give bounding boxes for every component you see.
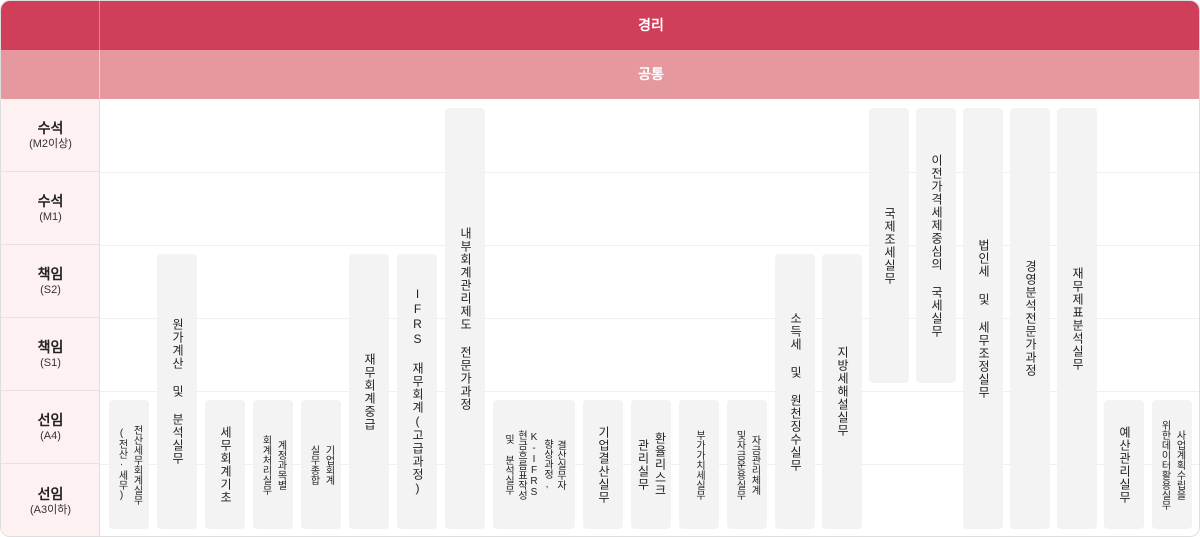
course-card[interactable]: 예산관리실무 [1104,400,1144,529]
course-card[interactable]: 재무회계중급 [349,254,389,529]
course-title-line: 세무회계기초 [218,425,233,504]
course-title-line: 전산세무회계실무 [131,424,142,505]
rank-sublabel: (S1) [40,357,61,369]
course-title-line: 법인세 및 세무조정실무 [976,238,991,399]
course-card[interactable]: 이전가격세제중심의 국세실무 [916,108,956,383]
rank-row: 수석 (M2이상) [1,99,100,172]
course-title-line: 소득세 및 원천징수실무 [788,311,803,472]
course-card[interactable]: 지방세해설실무 [822,254,862,529]
course-card[interactable]: 전산세무회계실무 (전산·세무) [109,400,149,529]
course-card[interactable]: 기업결산실무 [583,400,623,529]
course-card[interactable]: 소득세 및 원천징수실무 [775,254,815,529]
header-row-sub: 공통 [1,50,1199,99]
course-card[interactable]: 국제조세실무 [869,108,909,383]
row-divider [100,245,1199,246]
course-card[interactable]: 세무회계기초 [205,400,245,529]
rank-sublabel: (A4) [40,430,61,442]
course-title-line: 재무제표분석실무 [1070,266,1085,371]
course-card[interactable]: 사업계획수립을 위한데이터활용실무 [1152,400,1192,529]
course-card[interactable]: 원가계산 및 분석실무 [157,254,197,529]
rank-label: 선임 [37,486,64,502]
course-card[interactable]: 자금관리체계 및자금운용실무 [727,400,767,529]
header-sub-title: 공통 [638,66,664,82]
rank-label: 선임 [37,412,64,428]
course-title-line: 기업결산실무 [596,425,611,504]
rank-sublabel: (M2이상) [29,138,72,150]
course-title-line: 지방세해설실무 [835,346,850,437]
row-divider [100,318,1199,319]
course-title-line: 부가가치세실무 [693,429,705,500]
course-card[interactable]: 환율리스크 관리실무 [631,400,671,529]
course-title-line: 경영분석전문가과정 [1023,260,1038,377]
rank-label: 책임 [37,339,64,355]
course-card[interactable]: 기업회계 실무종합 [301,400,341,529]
rank-row: 책임 (S2) [1,245,100,318]
course-title-line: 이전가격세제중심의 국세실무 [929,153,944,338]
rank-label: 수석 [37,193,64,209]
course-title-line: IFRS 재무회계(고급과정) [410,287,425,496]
rank-row: 선임 (A4) [1,391,100,464]
rank-label: 수석 [37,120,64,136]
course-title-line: 환율리스크 [653,432,667,497]
course-title-line: 실무종합 [308,444,319,485]
course-title-line: 및 분석실무 [502,434,514,495]
course-title-line: 현금흐름표작성 [515,429,527,500]
rank-sublabel: (S2) [40,284,61,296]
rank-sublabel: (A3이하) [29,504,72,516]
course-title-line: 관리실무 [636,438,650,491]
course-card[interactable]: 부가가치세실무 [679,400,719,529]
course-title-line: 국제조세실무 [882,206,897,285]
header-corner-top [1,1,100,50]
course-title-line: 위한데이터활용실무 [1159,419,1170,510]
course-title-line: 예산관리실무 [1117,425,1132,504]
course-title-line: 향상과정, [541,439,553,490]
rank-label: 책임 [37,266,64,282]
course-title-line: K-IFRS [528,431,540,498]
course-title-line: 내부회계관리제도 전문가과정 [458,226,473,411]
course-title-line: 기업회계 [323,444,334,485]
course-card[interactable]: 법인세 및 세무조정실무 [963,108,1003,529]
course-card[interactable]: 계정과목별 회계처리실무 [253,400,293,529]
course-title-line: 자금관리체계 [749,434,760,495]
course-title-line: 결산실무자 [554,439,566,490]
rank-row: 책임 (S1) [1,318,100,391]
row-divider [100,172,1199,173]
course-card[interactable]: 내부회계관리제도 전문가과정 [445,108,485,529]
course-card[interactable]: 결산실무자 향상과정, K-IFRS 현금흐름표작성 및 분석실무 [493,400,575,529]
course-title-line: 재무회계중급 [362,352,377,431]
rank-sublabel: (M1) [39,211,62,223]
course-title-line: (전산·세무) [116,428,127,501]
row-divider [100,391,1199,392]
rank-row: 수석 (M1) [1,172,100,245]
rank-column: 수석 (M2이상) 수석 (M1) 책임 (S2) 책임 (S1) 선임 (A4… [1,99,100,536]
header-row-top: 경리 [1,1,1199,50]
header-corner-sub [1,50,100,99]
course-title-line: 사업계획수립을 [1174,429,1185,500]
course-title-line: 회계처리실무 [260,434,271,495]
course-card[interactable]: 경영분석전문가과정 [1010,108,1050,529]
header-top-title: 경리 [638,17,664,33]
course-title-line: 계정과목별 [275,439,286,490]
course-title-line: 원가계산 및 분석실무 [170,318,185,465]
rank-row: 선임 (A3이하) [1,464,100,536]
course-card[interactable]: IFRS 재무회계(고급과정) [397,254,437,529]
course-card[interactable]: 재무제표분석실무 [1057,108,1097,529]
course-title-line: 및자금운용실무 [734,429,745,500]
